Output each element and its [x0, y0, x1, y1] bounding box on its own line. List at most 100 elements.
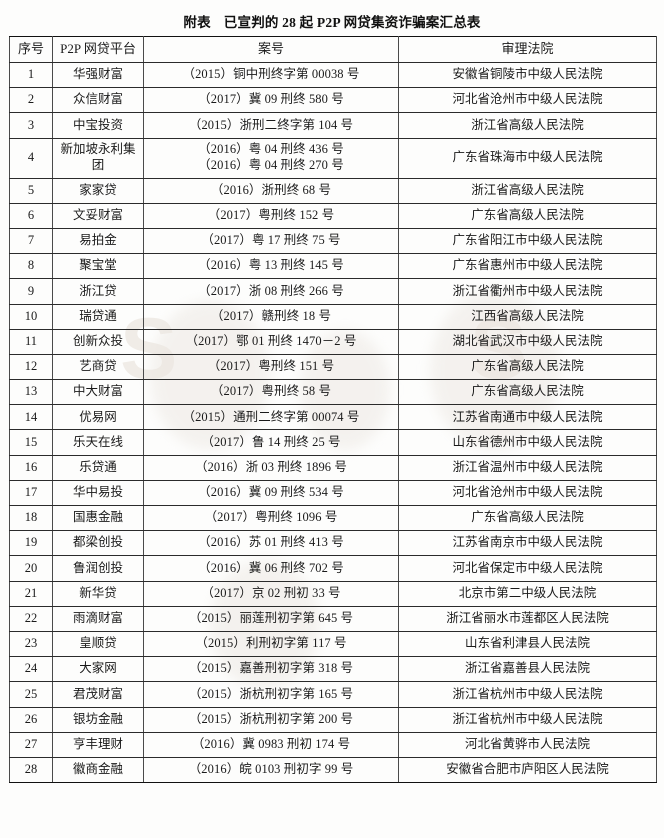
table-row: 17 华中易投 （2016）冀 09 刑终 534 号 河北省沧州市中级人民法院: [9, 479, 657, 507]
cell-case-number: （2017）粤刑终 58 号: [143, 379, 399, 406]
table-row: 23 皇顺贷 （2015）利刑初字第 117 号 山东省利津县人民法院: [9, 630, 657, 658]
cell-index: 24: [9, 656, 53, 683]
table-row: 27 亨丰理财 （2016）冀 0983 刑初 174 号 河北省黄骅市人民法院: [9, 731, 657, 758]
cell-index: 14: [9, 404, 53, 431]
cell-court: 江苏省南通市中级人民法院: [398, 404, 657, 431]
cell-index: 12: [9, 353, 53, 381]
table-row: 16 乐贷通 （2016）浙 03 刑终 1896 号 浙江省温州市中级人民法院: [9, 454, 657, 481]
cell-case-number: （2016）苏 01 刑终 413 号: [143, 530, 399, 557]
case-number-line: （2015）浙杭刑初字第 165 号: [188, 686, 354, 701]
cell-index: 20: [9, 555, 53, 582]
cell-index: 9: [9, 278, 53, 305]
cell-court: 山东省德州市中级人民法院: [398, 429, 657, 456]
cell-index: 28: [9, 756, 53, 784]
cell-index: 4: [9, 137, 53, 179]
column-header-case-no: 案号: [143, 36, 399, 63]
cell-index: 27: [9, 731, 53, 758]
case-number-line: （2017）赣刑终 18 号: [210, 308, 332, 323]
cell-court: 浙江省杭州市中级人民法院: [398, 706, 657, 733]
cell-platform: 华强财富: [52, 61, 144, 89]
cell-court: 浙江省衢州市中级人民法院: [398, 278, 657, 305]
cell-court: 广东省惠州市中级人民法院: [398, 253, 657, 280]
cell-index: 21: [9, 580, 53, 607]
cell-platform: 银坊金融: [52, 706, 144, 733]
cell-platform: 优易网: [52, 404, 144, 431]
cell-platform: 浙江贷: [52, 278, 144, 305]
case-number-line: （2015）利刑初字第 117 号: [195, 636, 347, 651]
table-row: 20 鲁润创投 （2016）冀 06 刑终 702 号 河北省保定市中级人民法院: [9, 555, 657, 582]
cell-platform: 创新众投: [52, 328, 144, 355]
cell-platform: 国惠金融: [52, 504, 144, 532]
cell-court: 湖北省武汉市中级人民法院: [398, 328, 657, 355]
title-prefix: 附表: [183, 15, 211, 30]
table-row: 8 聚宝堂 （2016）粤 13 刑终 145 号 广东省惠州市中级人民法院: [9, 253, 657, 280]
table-row: 1 华强财富 （2015）铜中刑终字第 00038 号 安徽省铜陵市中级人民法院: [9, 61, 657, 89]
case-number-line: （2015）铜中刑终字第 00038 号: [182, 67, 360, 82]
cell-case-number: （2015）丽莲刑初字第 645 号: [143, 605, 399, 632]
cell-court: 安徽省合肥市庐阳区人民法院: [398, 756, 657, 784]
cell-platform: 文妥财富: [52, 202, 144, 229]
cell-case-number: （2016）粤 13 刑终 145 号: [143, 253, 399, 280]
cell-index: 13: [9, 379, 53, 406]
case-number-line: （2016）粤 04 刑终 436 号: [198, 142, 344, 157]
case-number-line: （2017）粤刑终 1096 号: [204, 510, 338, 525]
column-header-court: 审理法院: [398, 36, 657, 63]
cell-court: 广东省高级人民法院: [398, 379, 657, 406]
cell-court: 山东省利津县人民法院: [398, 630, 657, 658]
case-number-line: （2017）京 02 刑初 33 号: [201, 585, 341, 600]
case-number-line: （2017）粤刑终 152 号: [207, 208, 335, 223]
cell-court: 河北省黄骅市人民法院: [398, 731, 657, 758]
cell-case-number: （2016）皖 0103 刑初字 99 号: [143, 756, 399, 784]
cell-platform: 华中易投: [52, 479, 144, 507]
case-number-line: （2015）通刑二终字第 00074 号: [182, 409, 360, 424]
cell-court: 浙江省丽水市莲都区人民法院: [398, 605, 657, 632]
case-number-line: （2017）冀 09 刑终 580 号: [198, 92, 344, 107]
cell-case-number: （2015）铜中刑终字第 00038 号: [143, 61, 399, 89]
case-number-line: （2015）嘉善刑初字第 318 号: [188, 661, 354, 676]
cell-index: 17: [9, 479, 53, 507]
cell-platform: 亨丰理财: [52, 731, 144, 758]
cell-case-number: （2017）粤刑终 1096 号: [143, 504, 399, 532]
cell-case-number: （2016）粤 04 刑终 436 号（2016）粤 04 刑终 270 号: [143, 137, 399, 179]
cell-platform: 艺商贷: [52, 353, 144, 381]
case-summary-table: 序号 P2P 网贷平台 案号 审理法院 1 华强财富 （2015）铜中刑终字第 00…: [9, 36, 657, 784]
cell-court: 浙江省温州市中级人民法院: [398, 454, 657, 481]
cell-platform: 大家网: [52, 656, 144, 683]
cell-court: 广东省高级人民法院: [398, 202, 657, 229]
table-row: 25 君茂财富 （2015）浙杭刑初字第 165 号 浙江省杭州市中级人民法院: [9, 681, 657, 708]
cell-index: 5: [9, 177, 53, 204]
cell-platform: 乐贷通: [52, 454, 144, 481]
cell-platform: 徽商金融: [52, 756, 144, 784]
cell-case-number: （2017）粤 17 刑终 75 号: [143, 227, 399, 255]
cell-court: 河北省沧州市中级人民法院: [398, 87, 657, 114]
table-row: 3 中宝投资 （2015）浙刑二终字第 104 号 浙江省高级人民法院: [9, 112, 657, 139]
cell-index: 23: [9, 630, 53, 658]
case-number-line: （2017）粤 17 刑终 75 号: [201, 233, 341, 248]
table-row: 7 易拍金 （2017）粤 17 刑终 75 号 广东省阳江市中级人民法院: [9, 227, 657, 255]
table-row: 21 新华贷 （2017）京 02 刑初 33 号 北京市第二中级人民法院: [9, 580, 657, 607]
cell-case-number: （2017）粤刑终 152 号: [143, 202, 399, 229]
cell-index: 25: [9, 681, 53, 708]
table-row: 13 中大财富 （2017）粤刑终 58 号 广东省高级人民法院: [9, 379, 657, 406]
cell-case-number: （2017）京 02 刑初 33 号: [143, 580, 399, 607]
table-row: 28 徽商金融 （2016）皖 0103 刑初字 99 号 安徽省合肥市庐阳区人民法院: [9, 756, 657, 784]
case-number-line: （2016）皖 0103 刑初字 99 号: [188, 762, 354, 777]
column-header-index: 序号: [9, 36, 53, 63]
cell-platform: 君茂财富: [52, 681, 144, 708]
cell-platform: 家家贷: [52, 177, 144, 204]
column-header-platform: P2P 网贷平台: [52, 36, 144, 63]
cell-case-number: （2016）浙刑终 68 号: [143, 177, 399, 204]
cell-index: 19: [9, 530, 53, 557]
cell-index: 3: [9, 112, 53, 139]
case-number-line: （2016）浙刑终 68 号: [210, 182, 332, 197]
cell-court: 广东省高级人民法院: [398, 504, 657, 532]
cell-index: 15: [9, 429, 53, 456]
cell-court: 浙江省嘉善县人民法院: [398, 656, 657, 683]
cell-court: 浙江省杭州市中级人民法院: [398, 681, 657, 708]
case-number-line: （2017）鄂 01 刑终 1470－2 号: [185, 333, 357, 348]
table-row: 11 创新众投 （2017）鄂 01 刑终 1470－2 号 湖北省武汉市中级人民法院: [9, 328, 657, 355]
cell-index: 22: [9, 605, 53, 632]
cell-index: 7: [9, 227, 53, 255]
table-body: 1 华强财富 （2015）铜中刑终字第 00038 号安徽省铜陵市中级人民法院 2 众信…: [9, 61, 657, 784]
